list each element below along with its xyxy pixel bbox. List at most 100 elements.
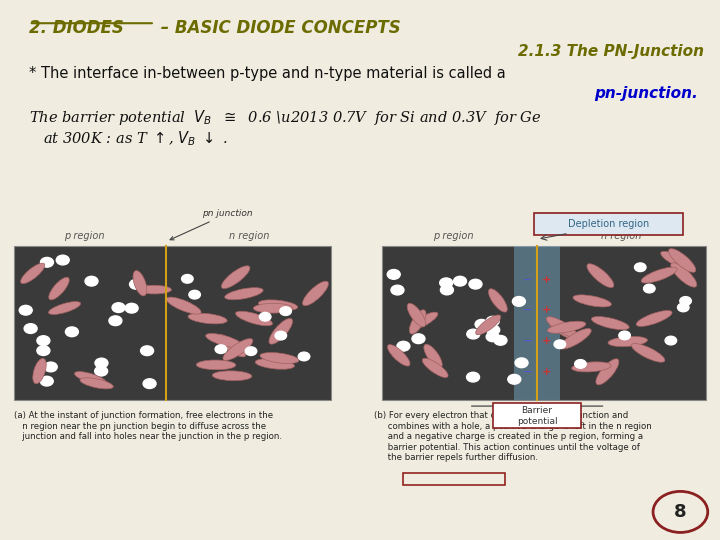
Ellipse shape: [212, 371, 252, 381]
Text: −: −: [523, 367, 533, 377]
Circle shape: [259, 313, 271, 321]
Circle shape: [575, 360, 586, 368]
Text: −: −: [523, 336, 533, 346]
Ellipse shape: [422, 358, 448, 377]
Ellipse shape: [260, 353, 299, 363]
Circle shape: [486, 332, 499, 342]
Ellipse shape: [235, 311, 272, 326]
Circle shape: [397, 341, 410, 351]
Ellipse shape: [133, 271, 147, 296]
Text: (b) For every electron that diffuses across the junction and
     combines with : (b) For every electron that diffuses acr…: [374, 411, 652, 462]
Bar: [382, 246, 706, 400]
Text: (a) At the instant of junction formation, free electrons in the
   n region near: (a) At the instant of junction formation…: [14, 411, 282, 441]
Circle shape: [618, 331, 630, 340]
Circle shape: [440, 278, 453, 288]
Text: Barrier
potential: Barrier potential: [517, 406, 557, 426]
Ellipse shape: [225, 288, 263, 300]
Circle shape: [37, 346, 50, 355]
Ellipse shape: [48, 301, 81, 314]
Circle shape: [143, 379, 156, 388]
Ellipse shape: [669, 248, 696, 272]
Ellipse shape: [221, 266, 250, 288]
Ellipse shape: [197, 360, 236, 370]
Ellipse shape: [636, 310, 672, 326]
Ellipse shape: [410, 312, 438, 329]
Text: at 300K : as T $\uparrow$, $V_B$ $\downarrow$ .: at 300K : as T $\uparrow$, $V_B$ $\downa…: [43, 130, 228, 148]
Ellipse shape: [49, 277, 69, 300]
Circle shape: [189, 291, 200, 299]
Circle shape: [112, 303, 125, 313]
Circle shape: [246, 347, 257, 355]
Ellipse shape: [188, 313, 228, 324]
Circle shape: [487, 325, 500, 335]
Circle shape: [44, 362, 57, 372]
Circle shape: [37, 336, 50, 346]
Circle shape: [680, 296, 691, 305]
Circle shape: [412, 334, 425, 343]
Circle shape: [181, 274, 193, 283]
Text: Depletion region: Depletion region: [568, 219, 649, 230]
Ellipse shape: [33, 359, 46, 384]
Ellipse shape: [631, 343, 665, 362]
Circle shape: [85, 276, 98, 286]
Circle shape: [454, 276, 467, 286]
Ellipse shape: [269, 319, 292, 344]
Circle shape: [56, 255, 69, 265]
Circle shape: [467, 372, 480, 382]
Circle shape: [275, 331, 287, 340]
Ellipse shape: [253, 303, 293, 313]
Circle shape: [644, 284, 655, 293]
Ellipse shape: [424, 344, 442, 368]
Ellipse shape: [302, 281, 328, 306]
Text: +: +: [542, 305, 551, 315]
Circle shape: [513, 296, 526, 306]
Ellipse shape: [137, 285, 171, 294]
Circle shape: [19, 305, 32, 315]
Ellipse shape: [206, 334, 243, 348]
Circle shape: [140, 346, 153, 355]
Circle shape: [125, 303, 138, 313]
Text: 2. DIODES: 2. DIODES: [29, 19, 124, 37]
Circle shape: [486, 316, 499, 326]
Circle shape: [634, 263, 646, 272]
Circle shape: [280, 307, 292, 315]
Text: pn junction: pn junction: [170, 209, 253, 240]
Ellipse shape: [166, 297, 201, 314]
Circle shape: [215, 345, 227, 354]
Ellipse shape: [258, 300, 297, 310]
Circle shape: [515, 358, 528, 368]
Ellipse shape: [587, 264, 614, 288]
Text: * The interface in-between p-type and n-type material is called a: * The interface in-between p-type and n-…: [29, 66, 505, 81]
Ellipse shape: [223, 339, 253, 360]
Circle shape: [40, 376, 53, 386]
Ellipse shape: [641, 267, 677, 283]
Ellipse shape: [661, 251, 694, 270]
Circle shape: [475, 320, 488, 329]
Ellipse shape: [546, 316, 577, 338]
Circle shape: [467, 329, 480, 339]
Text: −: −: [523, 305, 533, 315]
Text: +: +: [542, 367, 551, 377]
Circle shape: [441, 285, 454, 295]
Circle shape: [66, 327, 78, 336]
Ellipse shape: [217, 334, 246, 357]
Ellipse shape: [476, 315, 500, 335]
Circle shape: [298, 352, 310, 361]
Circle shape: [94, 366, 107, 376]
FancyBboxPatch shape: [534, 213, 683, 235]
Text: 8: 8: [674, 503, 687, 521]
Ellipse shape: [559, 328, 591, 349]
Circle shape: [554, 340, 566, 349]
Circle shape: [130, 279, 143, 289]
Text: The barrier potential  $V_B$  $\cong$  0.6 \u2013 0.7V  for Si and 0.3V  for Ge: The barrier potential $V_B$ $\cong$ 0.6 …: [29, 108, 541, 127]
Ellipse shape: [488, 289, 508, 312]
Ellipse shape: [408, 303, 426, 327]
Ellipse shape: [80, 378, 113, 389]
Text: n region: n region: [229, 231, 269, 241]
Text: pn-junction.: pn-junction.: [595, 86, 698, 102]
Circle shape: [95, 358, 108, 368]
Circle shape: [678, 303, 689, 312]
Ellipse shape: [21, 263, 45, 284]
Text: n region: n region: [601, 231, 642, 241]
Bar: [14, 246, 331, 400]
